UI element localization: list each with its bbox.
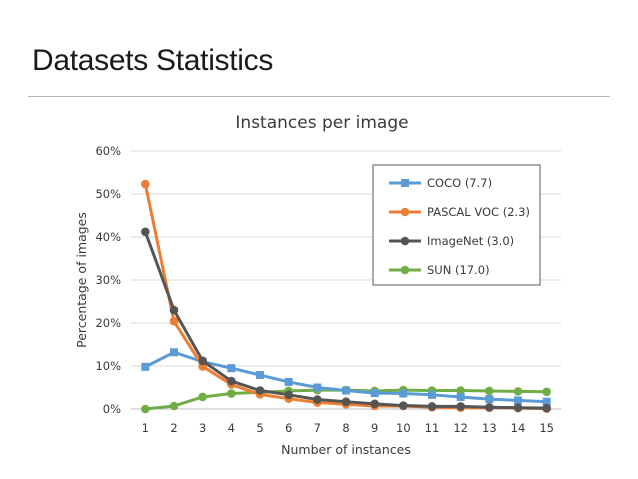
data-point: [255, 386, 265, 395]
title-divider: [28, 96, 610, 97]
data-point: [485, 402, 494, 412]
data-point: [427, 402, 437, 411]
data-point: [170, 348, 178, 357]
series-coco: [141, 348, 551, 406]
data-point: [227, 389, 236, 398]
data-point: [141, 362, 150, 371]
y-axis-ticks: 0% 10% 20% 30% 40% 50% 60%: [95, 144, 121, 416]
legend-item: COCO (7.7): [389, 176, 492, 190]
x-tick-label: 14: [511, 421, 526, 435]
x-axis-ticks: 1 2 3 4 5 6 7 8 9 10 11 12 13 14 15: [142, 421, 554, 435]
data-point: [313, 395, 322, 404]
data-point: [428, 390, 436, 399]
legend-label: SUN (17.0): [427, 263, 490, 277]
x-axis-label: Number of instances: [281, 442, 411, 457]
data-point: [370, 389, 379, 398]
data-point: [141, 404, 150, 414]
legend-item: SUN (17.0): [389, 263, 490, 277]
data-point: [513, 403, 523, 413]
x-tick-label: 11: [425, 421, 440, 435]
y-axis-label: Percentage of images: [74, 212, 89, 348]
data-point: [141, 179, 150, 189]
data-point: [313, 383, 322, 392]
y-tick-label: 30%: [95, 273, 121, 287]
y-tick-label: 0%: [103, 402, 121, 416]
legend-marker: [400, 265, 410, 275]
y-tick-label: 10%: [95, 359, 121, 373]
x-tick-label: 5: [256, 421, 263, 435]
data-point: [169, 401, 179, 411]
data-point: [370, 399, 379, 409]
y-tick-label: 40%: [95, 230, 121, 244]
data-point: [514, 396, 522, 405]
data-point: [513, 387, 523, 396]
data-point: [399, 389, 408, 398]
data-point: [284, 390, 293, 400]
x-tick-label: 1: [142, 421, 149, 435]
legend-marker: [400, 236, 410, 246]
data-point: [542, 387, 551, 397]
x-tick-label: 7: [314, 421, 321, 435]
x-tick-label: 15: [539, 421, 554, 435]
y-tick-label: 20%: [95, 316, 121, 330]
x-tick-label: 8: [342, 421, 349, 435]
y-tick-label: 50%: [95, 187, 121, 201]
data-point: [227, 364, 236, 373]
x-tick-label: 2: [170, 421, 177, 435]
data-point: [456, 402, 465, 411]
legend: COCO (7.7) PASCAL VOC (2.3) ImageNet (3.0)…: [372, 164, 541, 286]
data-point: [284, 377, 293, 386]
legend-label: COCO (7.7): [427, 176, 492, 190]
data-point: [542, 397, 551, 406]
x-tick-label: 4: [228, 421, 235, 435]
legend-item: ImageNet (3.0): [389, 234, 514, 248]
legend-item: PASCAL VOC (2.3): [389, 205, 530, 219]
data-point: [342, 386, 350, 395]
data-point: [341, 397, 351, 406]
legend-box: [372, 164, 541, 286]
legend-marker: [401, 179, 409, 187]
x-tick-label: 9: [371, 421, 378, 435]
x-tick-label: 12: [453, 421, 468, 435]
x-tick-label: 13: [482, 421, 497, 435]
data-point: [542, 403, 551, 413]
data-point: [485, 386, 494, 396]
chart-title: Instances per image: [235, 113, 408, 133]
data-point: [169, 316, 179, 326]
x-tick-label: 3: [199, 421, 206, 435]
data-point: [198, 392, 207, 402]
data-point: [169, 305, 179, 315]
data-point: [141, 227, 150, 237]
y-tick-label: 60%: [95, 144, 121, 158]
slide-title: Datasets Statistics: [32, 44, 274, 77]
data-point: [456, 386, 465, 395]
x-tick-label: 10: [396, 421, 411, 435]
series-layer: [141, 179, 551, 414]
x-tick-label: 6: [285, 421, 292, 435]
data-point: [485, 395, 494, 404]
legend-label: PASCAL VOC (2.3): [427, 205, 530, 219]
data-point: [227, 376, 236, 386]
legend-marker: [400, 207, 410, 217]
data-point: [256, 371, 264, 380]
data-point: [399, 401, 408, 410]
data-point: [456, 392, 465, 401]
legend-label: ImageNet (3.0): [427, 234, 514, 248]
data-point: [198, 356, 207, 366]
series-imagenet: [141, 227, 551, 413]
